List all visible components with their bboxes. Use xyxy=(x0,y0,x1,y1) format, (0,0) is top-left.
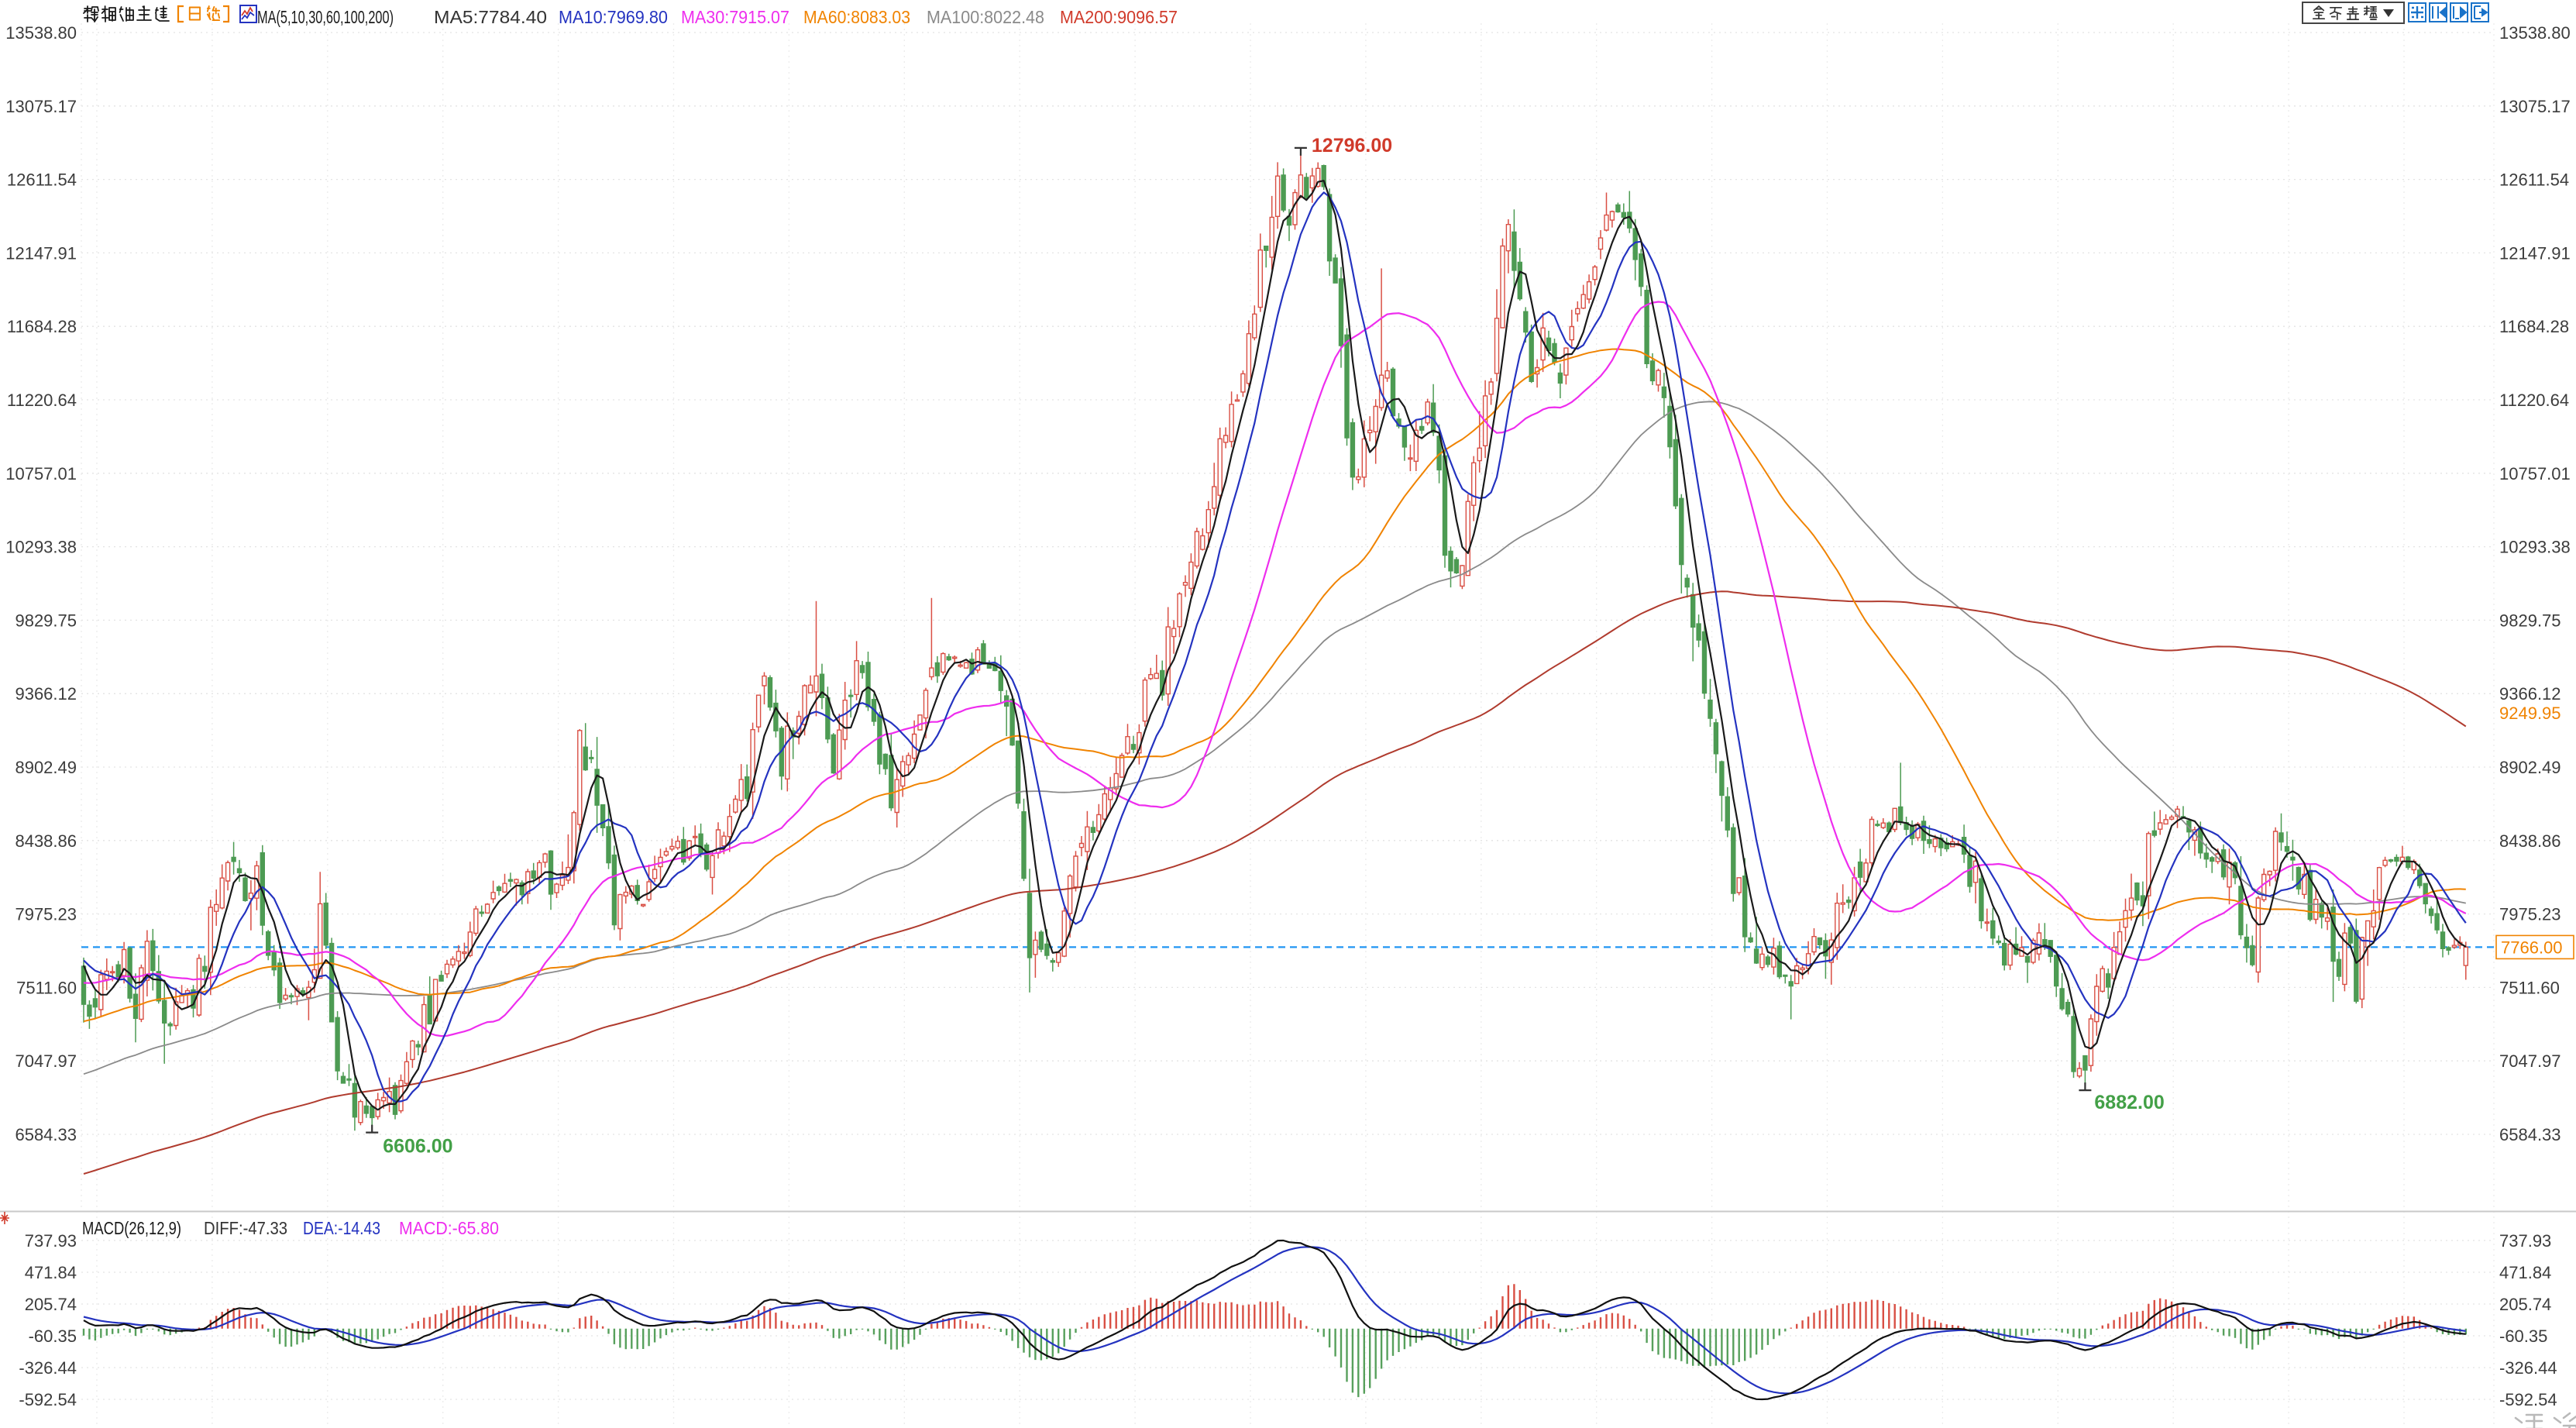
svg-text:8902.49: 8902.49 xyxy=(15,758,77,777)
svg-text:13075.17: 13075.17 xyxy=(5,97,77,116)
svg-text:6584.33: 6584.33 xyxy=(2499,1125,2561,1144)
svg-text:11684.28: 11684.28 xyxy=(7,317,77,336)
svg-text:13075.17: 13075.17 xyxy=(2499,97,2571,116)
svg-text:8438.86: 8438.86 xyxy=(2499,831,2561,851)
svg-text:MA60:8083.03: MA60:8083.03 xyxy=(803,7,910,27)
svg-text:737.93: 737.93 xyxy=(2499,1231,2551,1251)
svg-text:9249.95: 9249.95 xyxy=(2499,704,2561,723)
svg-text:12147.91: 12147.91 xyxy=(2499,243,2571,263)
svg-text:12796.00: 12796.00 xyxy=(1312,135,1392,157)
svg-text:7511.60: 7511.60 xyxy=(16,978,77,997)
svg-text:MA(5,10,30,60,100,200): MA(5,10,30,60,100,200) xyxy=(257,7,394,27)
svg-text:7766.00: 7766.00 xyxy=(2501,938,2563,957)
svg-text:9829.75: 9829.75 xyxy=(2499,611,2561,630)
svg-text:9366.12: 9366.12 xyxy=(15,684,77,704)
svg-text:11684.28: 11684.28 xyxy=(2499,317,2569,336)
svg-text:DIFF:-47.33: DIFF:-47.33 xyxy=(204,1218,287,1238)
svg-text:MA10:7969.80: MA10:7969.80 xyxy=(559,7,668,27)
svg-text:10293.38: 10293.38 xyxy=(5,538,77,557)
svg-text:471.84: 471.84 xyxy=(2499,1263,2551,1282)
svg-text:-60.35: -60.35 xyxy=(2499,1326,2547,1346)
svg-text:12611.54: 12611.54 xyxy=(2499,170,2569,190)
svg-text:MACD(26,12,9): MACD(26,12,9) xyxy=(82,1218,181,1238)
svg-text:471.84: 471.84 xyxy=(25,1263,77,1282)
svg-text:7047.97: 7047.97 xyxy=(2499,1051,2561,1071)
svg-text:12147.91: 12147.91 xyxy=(5,243,77,263)
svg-text:MA200:9096.57: MA200:9096.57 xyxy=(1060,7,1178,27)
svg-text:-592.54: -592.54 xyxy=(19,1390,77,1409)
svg-text:8438.86: 8438.86 xyxy=(15,831,77,851)
svg-text:13538.80: 13538.80 xyxy=(2499,23,2571,43)
svg-text:6584.33: 6584.33 xyxy=(15,1125,77,1144)
svg-text:7511.60: 7511.60 xyxy=(2499,978,2560,997)
svg-text:11220.64: 11220.64 xyxy=(2499,391,2569,410)
svg-text:9829.75: 9829.75 xyxy=(15,611,77,630)
svg-text:9366.12: 9366.12 xyxy=(2499,684,2561,704)
svg-text:12611.54: 12611.54 xyxy=(7,170,77,190)
svg-text:MA30:7915.07: MA30:7915.07 xyxy=(681,7,789,27)
svg-text:-326.44: -326.44 xyxy=(19,1358,77,1378)
svg-text:MACD:-65.80: MACD:-65.80 xyxy=(399,1218,499,1238)
svg-text:10757.01: 10757.01 xyxy=(2499,464,2571,483)
svg-text:7975.23: 7975.23 xyxy=(2499,905,2561,924)
svg-text:MA5:7784.40: MA5:7784.40 xyxy=(434,7,547,27)
svg-text:6882.00: 6882.00 xyxy=(2094,1092,2164,1113)
svg-text:6606.00: 6606.00 xyxy=(383,1136,452,1158)
svg-text:737.93: 737.93 xyxy=(25,1231,77,1251)
svg-text:7047.97: 7047.97 xyxy=(15,1051,77,1071)
svg-text:-326.44: -326.44 xyxy=(2499,1358,2557,1378)
svg-text:8902.49: 8902.49 xyxy=(2499,758,2561,777)
svg-text:205.74: 205.74 xyxy=(2499,1295,2551,1314)
svg-text:MA100:8022.48: MA100:8022.48 xyxy=(927,7,1044,27)
svg-text:205.74: 205.74 xyxy=(25,1295,77,1314)
svg-text:10757.01: 10757.01 xyxy=(5,464,77,483)
svg-text:13538.80: 13538.80 xyxy=(5,23,77,43)
svg-text:DEA:-14.43: DEA:-14.43 xyxy=(303,1218,380,1238)
svg-text:-60.35: -60.35 xyxy=(29,1326,77,1346)
svg-text:-592.54: -592.54 xyxy=(2499,1390,2557,1409)
svg-text:7975.23: 7975.23 xyxy=(15,905,77,924)
svg-text:10293.38: 10293.38 xyxy=(2499,538,2571,557)
svg-text:11220.64: 11220.64 xyxy=(7,391,77,410)
